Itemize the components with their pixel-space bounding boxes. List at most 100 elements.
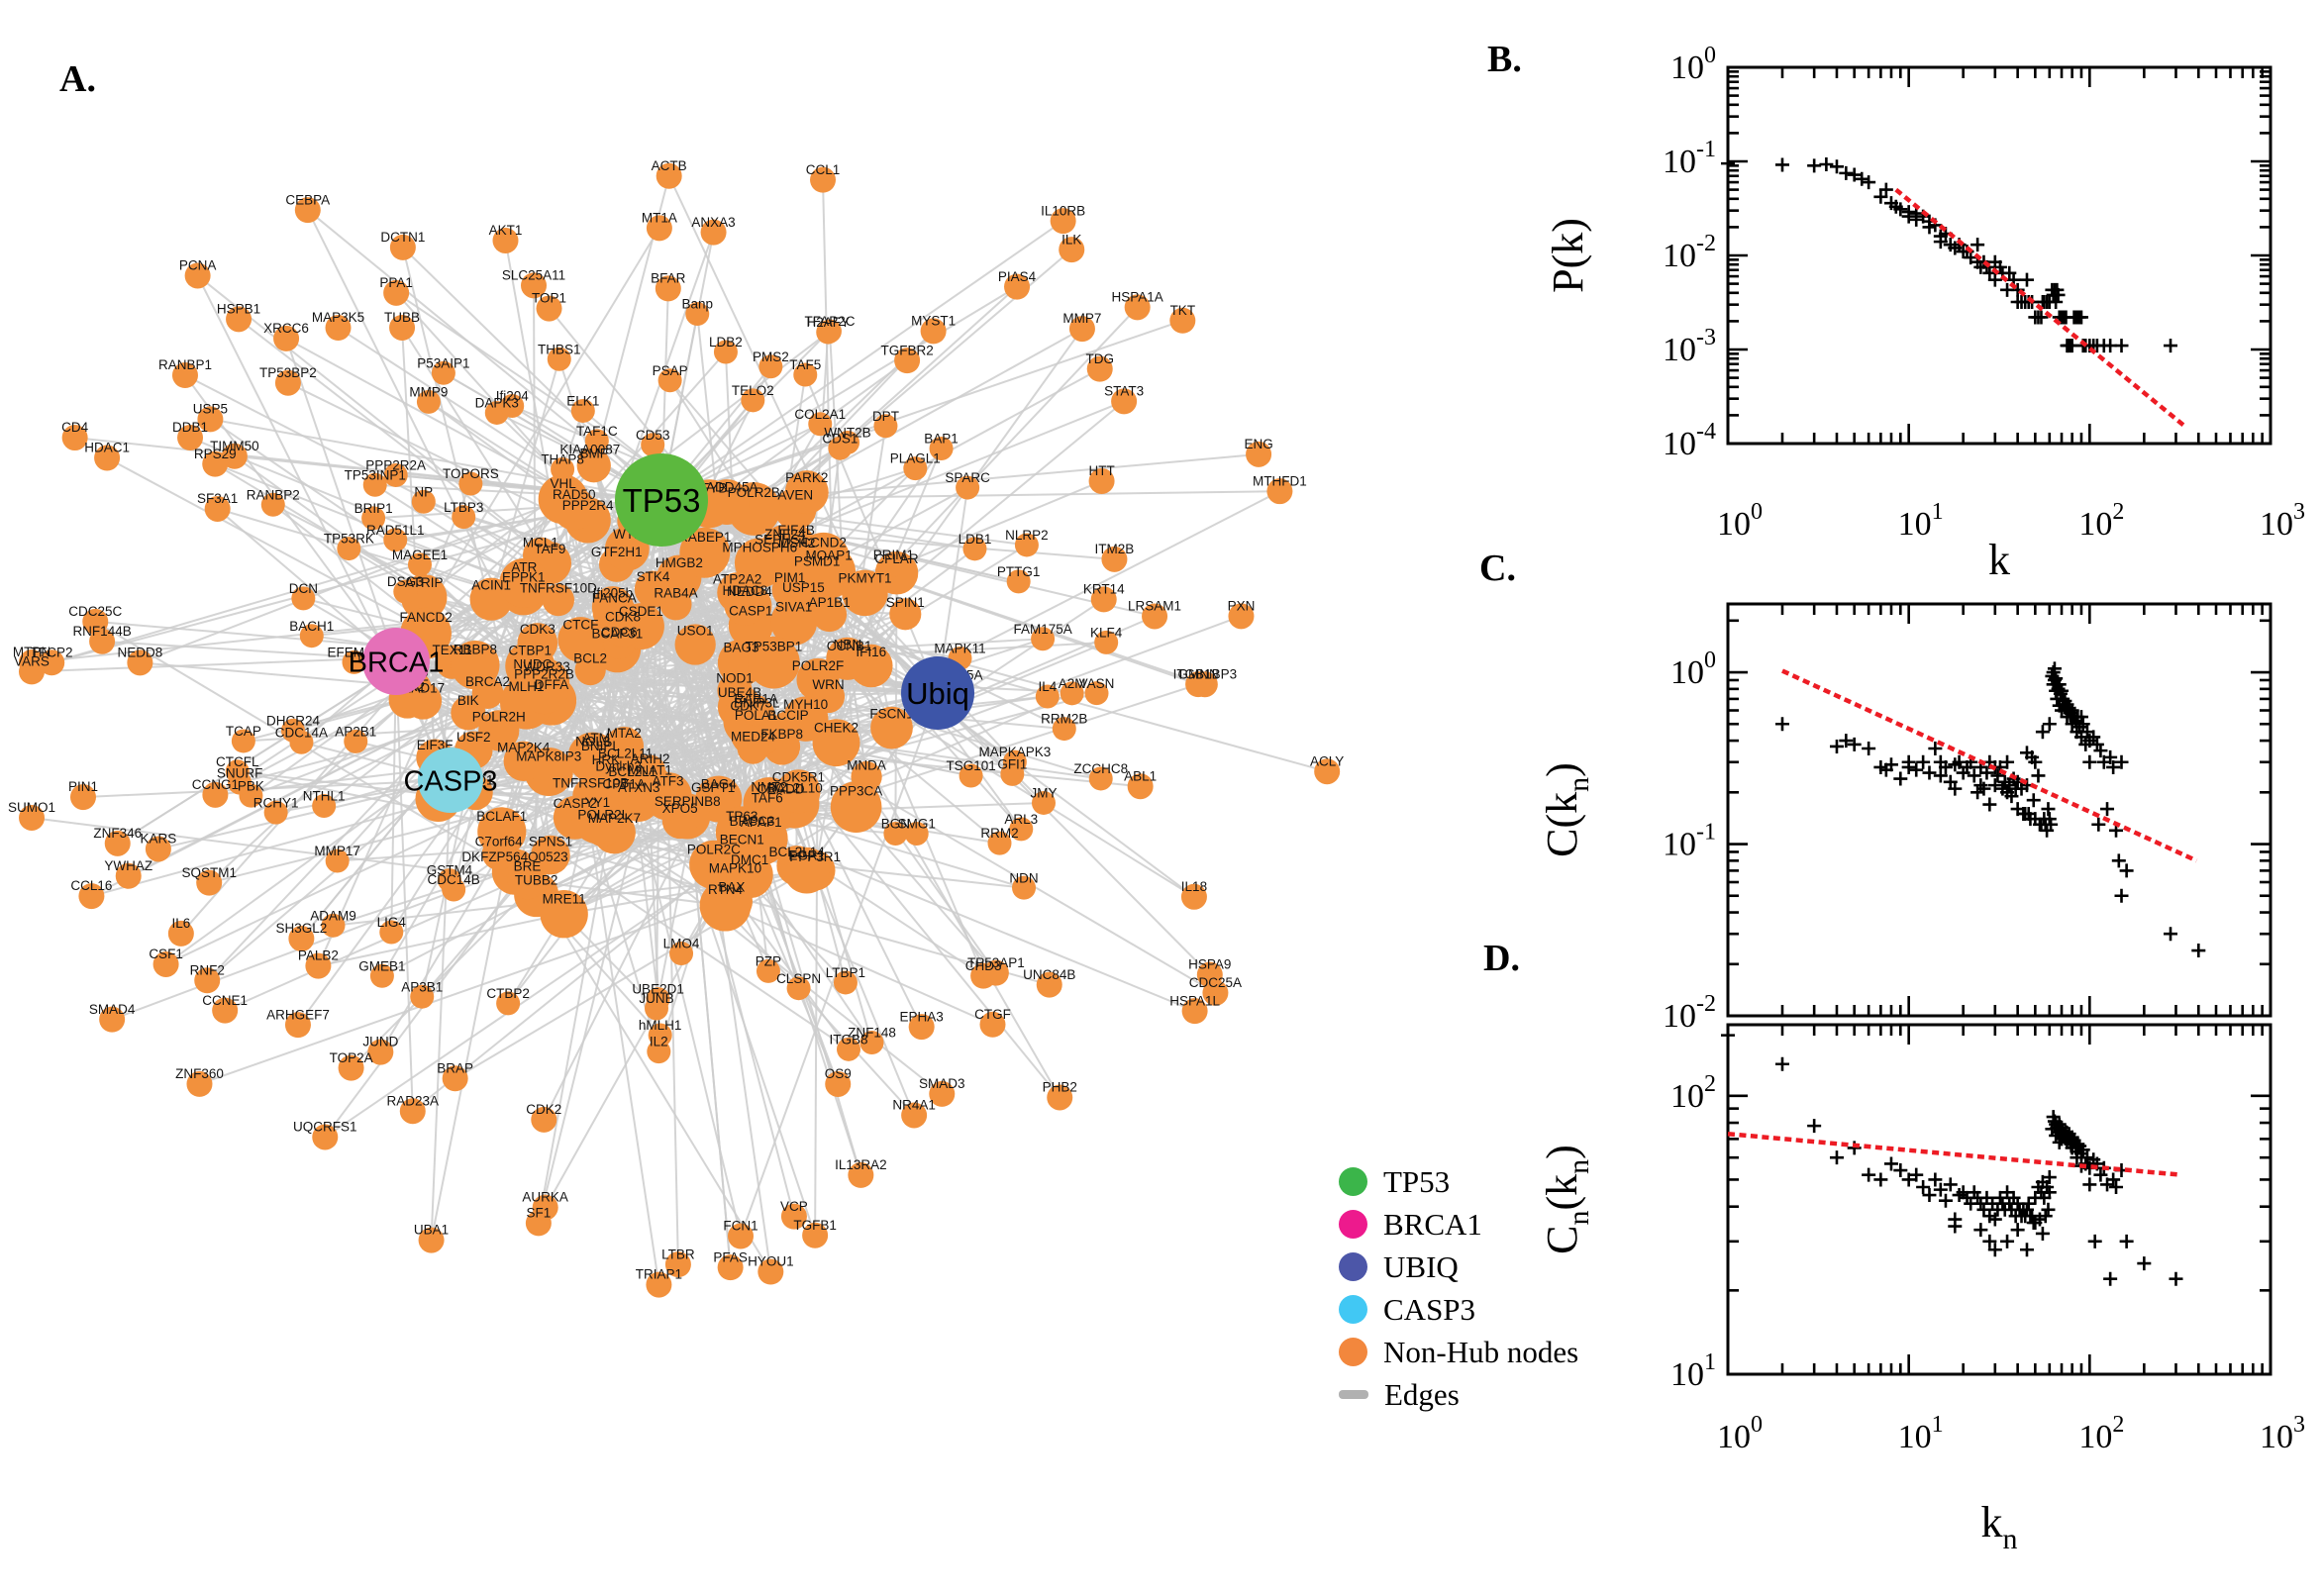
gene-label: MMP9: [409, 385, 448, 400]
network-node: [737, 732, 769, 764]
gene-label: LTBP1: [826, 965, 865, 980]
gene-label: MLH1: [509, 679, 545, 694]
gene-label: P53AIP1: [417, 355, 469, 370]
gene-label: SIVA1: [775, 600, 812, 615]
network-node: [908, 1014, 935, 1041]
legend-label: Edges: [1384, 1376, 1460, 1412]
gene-label: FKBP8: [760, 727, 803, 742]
x-tick-label: 100: [1717, 1412, 1763, 1455]
gene-label: NEDD8: [117, 645, 162, 659]
gene-label: hMLH1: [639, 1018, 682, 1033]
network-node: [833, 970, 858, 995]
network-node: [669, 942, 694, 966]
network-node: [342, 649, 366, 674]
gene-label: MNAT1: [628, 762, 672, 777]
gene-label: PRIM1: [873, 548, 914, 562]
network-node: [784, 470, 829, 515]
gene-label: BGN: [881, 817, 910, 832]
network-node: [399, 1098, 426, 1125]
gene-label: BECN1: [720, 833, 764, 848]
gene-label: PFAS: [713, 1249, 748, 1264]
gene-label: SF1: [526, 1206, 551, 1221]
gene-label: DCN: [289, 581, 318, 596]
gene-label: HTT: [1088, 463, 1114, 478]
gene-label: HSPB1: [217, 301, 260, 316]
network-node: [284, 1012, 311, 1039]
x-tick-label: 100: [1717, 499, 1763, 543]
network-node: [889, 598, 922, 631]
y-tick-label: 100: [1670, 648, 1716, 691]
gene-label: BAG4: [701, 777, 738, 792]
gene-label: DDB1: [172, 420, 208, 435]
network-node: [901, 1102, 928, 1129]
gene-label: TNFRSF10B: [553, 775, 629, 790]
gene-label: NMT2: [751, 780, 787, 795]
node-swatch-icon: [1339, 1209, 1367, 1239]
gene-label: HSPA1A: [1112, 289, 1163, 304]
legend-label: Non-Hub nodes: [1383, 1334, 1579, 1369]
gene-label: MYST1: [911, 314, 956, 329]
network-node: [1068, 316, 1095, 343]
gene-label: UNC84B: [1023, 967, 1075, 982]
gene-label: Ifi205b: [593, 586, 634, 601]
network-nodes: [19, 162, 1341, 1298]
gene-label: CPT1A: [602, 777, 646, 792]
gene-label: VASN: [1079, 676, 1115, 691]
gene-label: TUBB2: [515, 873, 558, 888]
hub-nodes: TP53 BRCA1 Ubiq CASP3: [349, 453, 974, 813]
gene-label: CRADD: [758, 782, 805, 797]
hub-node-ubiq: [901, 656, 974, 730]
gene-label: BRCA2: [465, 674, 510, 689]
gene-label: Dynlrb2: [595, 759, 642, 774]
network-node: [407, 552, 432, 577]
gene-label: CTGF: [974, 1007, 1011, 1022]
gene-label: IL18: [1181, 879, 1207, 894]
network-node: [786, 976, 811, 1001]
network-node: [655, 275, 681, 302]
gene-label: BRIP1: [354, 501, 393, 516]
network-node: [659, 588, 692, 621]
network-node: [1127, 773, 1154, 800]
gene-label: BCL2L14: [768, 845, 825, 859]
gene-label: AURKA: [522, 1190, 568, 1205]
network-node: [299, 624, 324, 648]
gene-label: BFAR: [651, 271, 686, 286]
network-node: [873, 414, 898, 439]
network-node: [881, 552, 906, 577]
gene-label: VARS: [14, 654, 50, 669]
gene-label: CTCF: [562, 618, 598, 633]
gene-label: CDK2: [526, 1102, 561, 1117]
network-node: [288, 926, 315, 952]
network-node: [305, 952, 332, 979]
network-node: [825, 1070, 852, 1097]
gene-label: GADD45A: [695, 480, 758, 495]
gene-label: TP53BP2: [259, 365, 317, 380]
gene-label: ARIH2: [631, 751, 670, 766]
y-tick-label: 10-4: [1663, 419, 1716, 462]
gene-label: MAP2K7: [588, 811, 641, 826]
network-node: [196, 869, 223, 896]
gene-label: NLRP2: [1005, 528, 1049, 543]
network-node: [664, 1251, 691, 1278]
gene-label: BCL2: [573, 651, 607, 666]
gene-label: CDS1: [822, 431, 858, 446]
gene-label: DFFA: [535, 677, 569, 692]
gene-label: CDC14A: [275, 725, 328, 740]
network-node: [577, 447, 602, 471]
network-node: [1009, 817, 1034, 842]
gene-label: MTPN: [13, 645, 50, 659]
network-node: [713, 340, 738, 364]
gene-label: HSPA1L: [1169, 993, 1220, 1008]
gene-label: MOAP1: [805, 548, 852, 562]
legend-item-tp53: TP53: [1339, 1166, 1578, 1197]
gene-label: ITGB8: [829, 1032, 867, 1047]
network-node: [1228, 603, 1255, 630]
gene-label: ZCCHC8: [1073, 761, 1128, 776]
node-swatch-icon: [1339, 1251, 1367, 1281]
gene-label: SEPHS1: [755, 533, 807, 548]
power-law-fit-line: [1781, 668, 2198, 863]
gene-label: SLC25A11: [502, 267, 565, 282]
network-node: [1014, 533, 1039, 557]
gene-label: TGFB1: [793, 1218, 837, 1233]
